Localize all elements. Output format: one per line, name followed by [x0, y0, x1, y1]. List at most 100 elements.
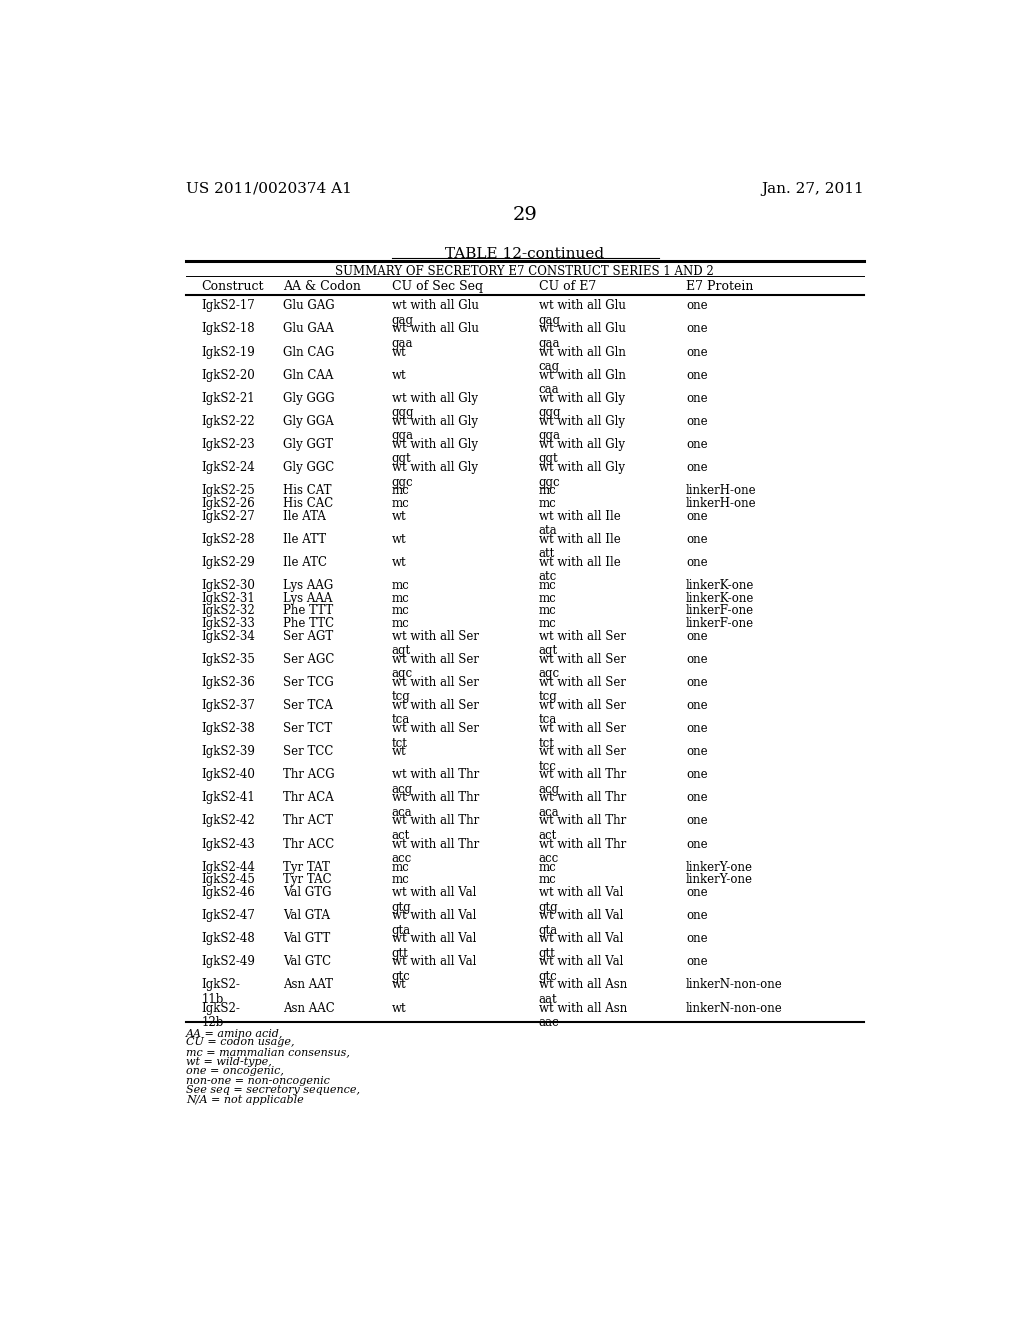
Text: wt with all Glu
gaa: wt with all Glu gaa: [391, 322, 478, 350]
Text: wt with all Ser
agc: wt with all Ser agc: [539, 653, 626, 680]
Text: wt with all Ile
atc: wt with all Ile atc: [539, 556, 621, 583]
Text: TABLE 12-continued: TABLE 12-continued: [445, 247, 604, 261]
Text: linkerK-one: linkerK-one: [686, 579, 755, 591]
Text: IgkS2-39: IgkS2-39: [202, 744, 256, 758]
Text: wt with all Val
gtc: wt with all Val gtc: [539, 956, 624, 983]
Text: wt: wt: [391, 556, 407, 569]
Text: Glu GAG: Glu GAG: [283, 300, 335, 313]
Text: Gln CAG: Gln CAG: [283, 346, 334, 359]
Text: one: one: [686, 368, 708, 381]
Text: Glu GAA: Glu GAA: [283, 322, 334, 335]
Text: wt with all Ile
att: wt with all Ile att: [539, 533, 621, 560]
Text: IgkS2-24: IgkS2-24: [202, 461, 255, 474]
Text: mc: mc: [539, 874, 556, 886]
Text: wt: wt: [391, 346, 407, 359]
Text: mc: mc: [539, 605, 556, 618]
Text: wt with all Gly
gga: wt with all Gly gga: [391, 414, 477, 442]
Text: Ser TCG: Ser TCG: [283, 676, 334, 689]
Text: wt with all Thr
acc: wt with all Thr acc: [539, 838, 626, 865]
Text: IgkS2-37: IgkS2-37: [202, 700, 256, 711]
Text: IgkS2-40: IgkS2-40: [202, 768, 256, 781]
Text: Phe TTC: Phe TTC: [283, 616, 334, 630]
Text: wt with all Asn
aac: wt with all Asn aac: [539, 1002, 627, 1030]
Text: wt with all Ser
agc: wt with all Ser agc: [391, 653, 478, 680]
Text: linkerN-non-one: linkerN-non-one: [686, 978, 782, 991]
Text: wt: wt: [391, 368, 407, 381]
Text: IgkS2-21: IgkS2-21: [202, 392, 255, 405]
Text: IgkS2-34: IgkS2-34: [202, 630, 256, 643]
Text: mc: mc: [391, 616, 410, 630]
Text: Val GTA: Val GTA: [283, 909, 330, 923]
Text: wt with all Val
gtc: wt with all Val gtc: [391, 956, 476, 983]
Text: IgkS2-19: IgkS2-19: [202, 346, 255, 359]
Text: IgkS2-20: IgkS2-20: [202, 368, 255, 381]
Text: wt with all Thr
aca: wt with all Thr aca: [539, 792, 626, 818]
Text: one: one: [686, 909, 708, 923]
Text: wt with all Gly
ggg: wt with all Gly ggg: [391, 392, 477, 420]
Text: wt with all Gly
ggg: wt with all Gly ggg: [539, 392, 625, 420]
Text: mc: mc: [391, 496, 410, 510]
Text: IgkS2-31: IgkS2-31: [202, 591, 255, 605]
Text: mc: mc: [391, 579, 410, 591]
Text: IgkS2-44: IgkS2-44: [202, 861, 256, 874]
Text: one: one: [686, 461, 708, 474]
Text: IgkS2-17: IgkS2-17: [202, 300, 255, 313]
Text: mc: mc: [539, 484, 556, 498]
Text: His CAT: His CAT: [283, 484, 332, 498]
Text: one = oncogenic,: one = oncogenic,: [186, 1067, 284, 1076]
Text: one: one: [686, 676, 708, 689]
Text: IgkS2-18: IgkS2-18: [202, 322, 255, 335]
Text: wt with all Ser
tcg: wt with all Ser tcg: [539, 676, 626, 704]
Text: wt with all Thr
acg: wt with all Thr acg: [391, 768, 479, 796]
Text: Ser TCC: Ser TCC: [283, 744, 334, 758]
Text: mc: mc: [539, 861, 556, 874]
Text: Val GTT: Val GTT: [283, 932, 331, 945]
Text: Thr ACG: Thr ACG: [283, 768, 335, 781]
Text: Gly GGG: Gly GGG: [283, 392, 335, 405]
Text: Ile ATT: Ile ATT: [283, 533, 326, 545]
Text: IgkS2-32: IgkS2-32: [202, 605, 255, 618]
Text: wt with all Thr
aca: wt with all Thr aca: [391, 792, 479, 818]
Text: wt with all Ser
tcc: wt with all Ser tcc: [539, 744, 626, 772]
Text: one: one: [686, 510, 708, 523]
Text: one: one: [686, 886, 708, 899]
Text: linkerY-one: linkerY-one: [686, 861, 753, 874]
Text: wt with all Val
gta: wt with all Val gta: [391, 909, 476, 937]
Text: wt with all Val
gtg: wt with all Val gtg: [539, 886, 624, 913]
Text: linkerH-one: linkerH-one: [686, 496, 757, 510]
Text: linkerK-one: linkerK-one: [686, 591, 755, 605]
Text: IgkS2-35: IgkS2-35: [202, 653, 256, 665]
Text: mc: mc: [391, 605, 410, 618]
Text: wt with all Thr
acc: wt with all Thr acc: [391, 838, 479, 865]
Text: mc: mc: [391, 861, 410, 874]
Text: wt with all Glu
gag: wt with all Glu gag: [391, 300, 478, 327]
Text: linkerY-one: linkerY-one: [686, 874, 753, 886]
Text: Val GTG: Val GTG: [283, 886, 332, 899]
Text: wt = wild-type,: wt = wild-type,: [186, 1056, 272, 1067]
Text: Ser AGT: Ser AGT: [283, 630, 333, 643]
Text: wt with all Asn
aat: wt with all Asn aat: [539, 978, 627, 1006]
Text: wt with all Thr
act: wt with all Thr act: [539, 814, 626, 842]
Text: wt with all Gly
gga: wt with all Gly gga: [539, 414, 625, 442]
Text: IgkS2-45: IgkS2-45: [202, 874, 256, 886]
Text: wt with all Val
gtt: wt with all Val gtt: [539, 932, 624, 960]
Text: one: one: [686, 533, 708, 545]
Text: Tyr TAC: Tyr TAC: [283, 874, 332, 886]
Text: wt: wt: [391, 533, 407, 545]
Text: one: one: [686, 414, 708, 428]
Text: wt: wt: [391, 744, 407, 758]
Text: IgkS2-25: IgkS2-25: [202, 484, 255, 498]
Text: one: one: [686, 744, 708, 758]
Text: wt: wt: [391, 510, 407, 523]
Text: Jan. 27, 2011: Jan. 27, 2011: [762, 182, 864, 195]
Text: Thr ACA: Thr ACA: [283, 792, 334, 804]
Text: IgkS2-49: IgkS2-49: [202, 956, 256, 969]
Text: wt with all Ser
tct: wt with all Ser tct: [391, 722, 478, 750]
Text: IgkS2-33: IgkS2-33: [202, 616, 256, 630]
Text: Gln CAA: Gln CAA: [283, 368, 334, 381]
Text: N/A = not applicable: N/A = not applicable: [186, 1096, 304, 1105]
Text: IgkS2-48: IgkS2-48: [202, 932, 255, 945]
Text: CU of Sec Seq: CU of Sec Seq: [391, 280, 482, 293]
Text: Val GTC: Val GTC: [283, 956, 331, 969]
Text: See seq = secretory sequence,: See seq = secretory sequence,: [186, 1085, 360, 1096]
